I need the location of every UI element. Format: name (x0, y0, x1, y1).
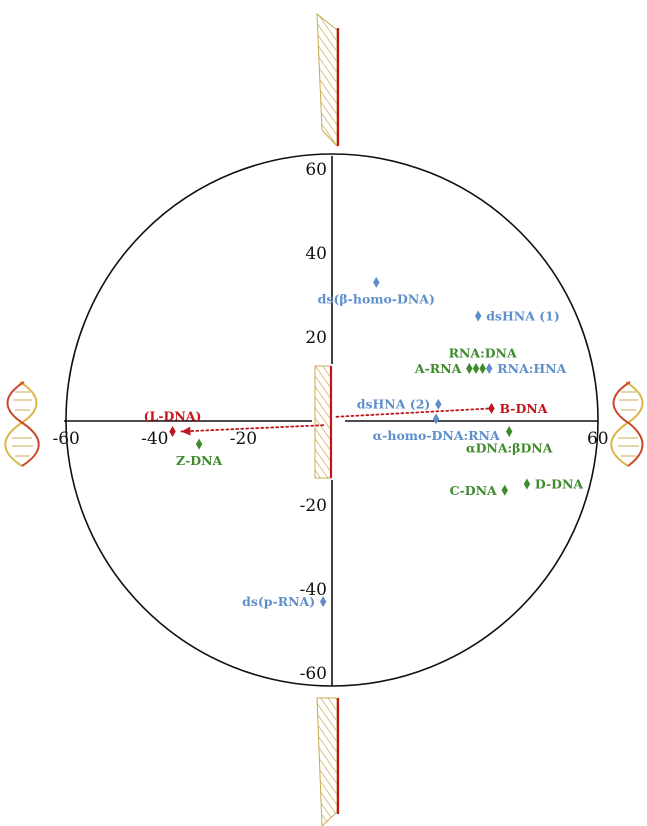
data-point-marker (501, 484, 508, 496)
arrowhead (181, 426, 191, 436)
data-point-label: αDNA:βDNA (466, 441, 553, 456)
x-tick-label: -20 (230, 429, 257, 449)
y-tick-label: -20 (300, 496, 327, 516)
data-point-marker (474, 310, 482, 322)
data-point-marker (435, 398, 442, 410)
data-point-marker (432, 413, 440, 425)
data-point-marker (472, 363, 480, 374)
trend-arrow (335, 407, 493, 418)
data-point-label: A-RNA (414, 361, 462, 376)
dna-strip-icon (316, 12, 340, 148)
data-point-marker (466, 363, 473, 374)
y-tick-label: 20 (305, 328, 327, 348)
data-point-marker (506, 426, 513, 437)
data-point-marker (195, 438, 203, 450)
data-point-label: ds(p-RNA) (242, 594, 315, 609)
data-point-label: ds(β-homo-DNA) (318, 291, 435, 306)
y-tick-label: -60 (300, 664, 327, 684)
data-point-label: dsHNA (1) (486, 309, 560, 324)
data-point-marker (523, 478, 531, 490)
data-point-marker (486, 363, 493, 374)
x-tick-label: -40 (141, 429, 168, 449)
data-point-label: dsHNA (2) (357, 397, 431, 412)
data-point-marker (169, 426, 176, 437)
double-helix-icon (610, 381, 644, 467)
double-helix-icon (4, 381, 40, 467)
data-point-marker (373, 276, 380, 288)
data-point-label: (L-DNA) (144, 409, 202, 424)
dna-strip-icon (314, 365, 333, 479)
trend-arrow (180, 424, 325, 433)
data-point-label: RNA:HNA (497, 361, 566, 376)
x-tick-label: 60 (587, 429, 609, 449)
data-point-label: Z-DNA (176, 453, 223, 468)
x-tick-label: -60 (53, 429, 80, 449)
y-tick-label: 60 (305, 160, 327, 180)
data-point-label: D-DNA (535, 477, 584, 492)
data-point-label: RNA:DNA (449, 346, 517, 361)
data-point-marker (479, 363, 486, 374)
y-tick-label: -40 (300, 580, 327, 600)
data-point-label: α-homo-DNA:RNA (373, 428, 500, 443)
data-point-label: B-DNA (499, 401, 547, 416)
dna-strip-icon (316, 697, 340, 826)
data-point-marker (319, 596, 327, 608)
y-tick-label: 40 (305, 244, 327, 264)
data-point-label: C-DNA (450, 483, 497, 498)
data-point-marker (488, 402, 495, 414)
